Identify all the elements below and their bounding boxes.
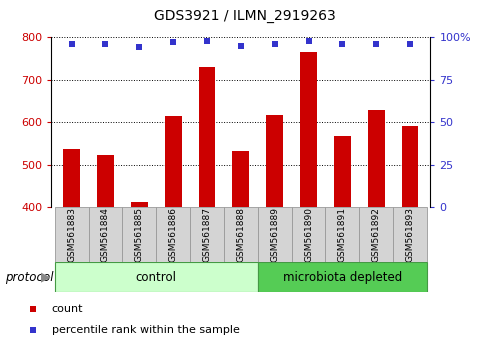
Bar bbox=[367, 110, 384, 207]
Text: GSM561887: GSM561887 bbox=[202, 207, 211, 262]
Text: GDS3921 / ILMN_2919263: GDS3921 / ILMN_2919263 bbox=[153, 9, 335, 23]
Bar bbox=[63, 149, 80, 207]
Bar bbox=[325, 207, 359, 262]
Bar bbox=[333, 136, 350, 207]
Bar bbox=[392, 207, 426, 262]
Bar bbox=[55, 207, 88, 262]
Bar bbox=[257, 262, 426, 292]
Text: GSM561889: GSM561889 bbox=[269, 207, 279, 262]
Bar bbox=[131, 202, 147, 207]
Text: percentile rank within the sample: percentile rank within the sample bbox=[52, 325, 239, 335]
Text: GSM561886: GSM561886 bbox=[168, 207, 177, 262]
Bar bbox=[257, 207, 291, 262]
Bar bbox=[359, 207, 392, 262]
Text: GSM561888: GSM561888 bbox=[236, 207, 245, 262]
Text: GSM561891: GSM561891 bbox=[337, 207, 346, 262]
Text: GSM561883: GSM561883 bbox=[67, 207, 76, 262]
Text: GSM561893: GSM561893 bbox=[405, 207, 414, 262]
Text: GSM561884: GSM561884 bbox=[101, 207, 110, 262]
Bar bbox=[198, 67, 215, 207]
Bar bbox=[232, 150, 249, 207]
Bar bbox=[265, 115, 283, 207]
Bar bbox=[55, 262, 257, 292]
Text: control: control bbox=[136, 270, 176, 284]
Bar bbox=[97, 155, 114, 207]
Bar bbox=[291, 207, 325, 262]
Bar bbox=[156, 207, 190, 262]
Text: count: count bbox=[52, 304, 83, 314]
Text: GSM561892: GSM561892 bbox=[371, 207, 380, 262]
Bar bbox=[190, 207, 224, 262]
Text: microbiota depleted: microbiota depleted bbox=[282, 270, 401, 284]
Text: GSM561890: GSM561890 bbox=[304, 207, 312, 262]
Text: GSM561885: GSM561885 bbox=[135, 207, 143, 262]
Bar bbox=[164, 116, 181, 207]
Text: ▶: ▶ bbox=[41, 270, 50, 284]
Bar bbox=[401, 126, 418, 207]
Bar bbox=[300, 52, 316, 207]
Bar bbox=[88, 207, 122, 262]
Text: protocol: protocol bbox=[5, 270, 53, 284]
Bar bbox=[122, 207, 156, 262]
Bar bbox=[224, 207, 257, 262]
